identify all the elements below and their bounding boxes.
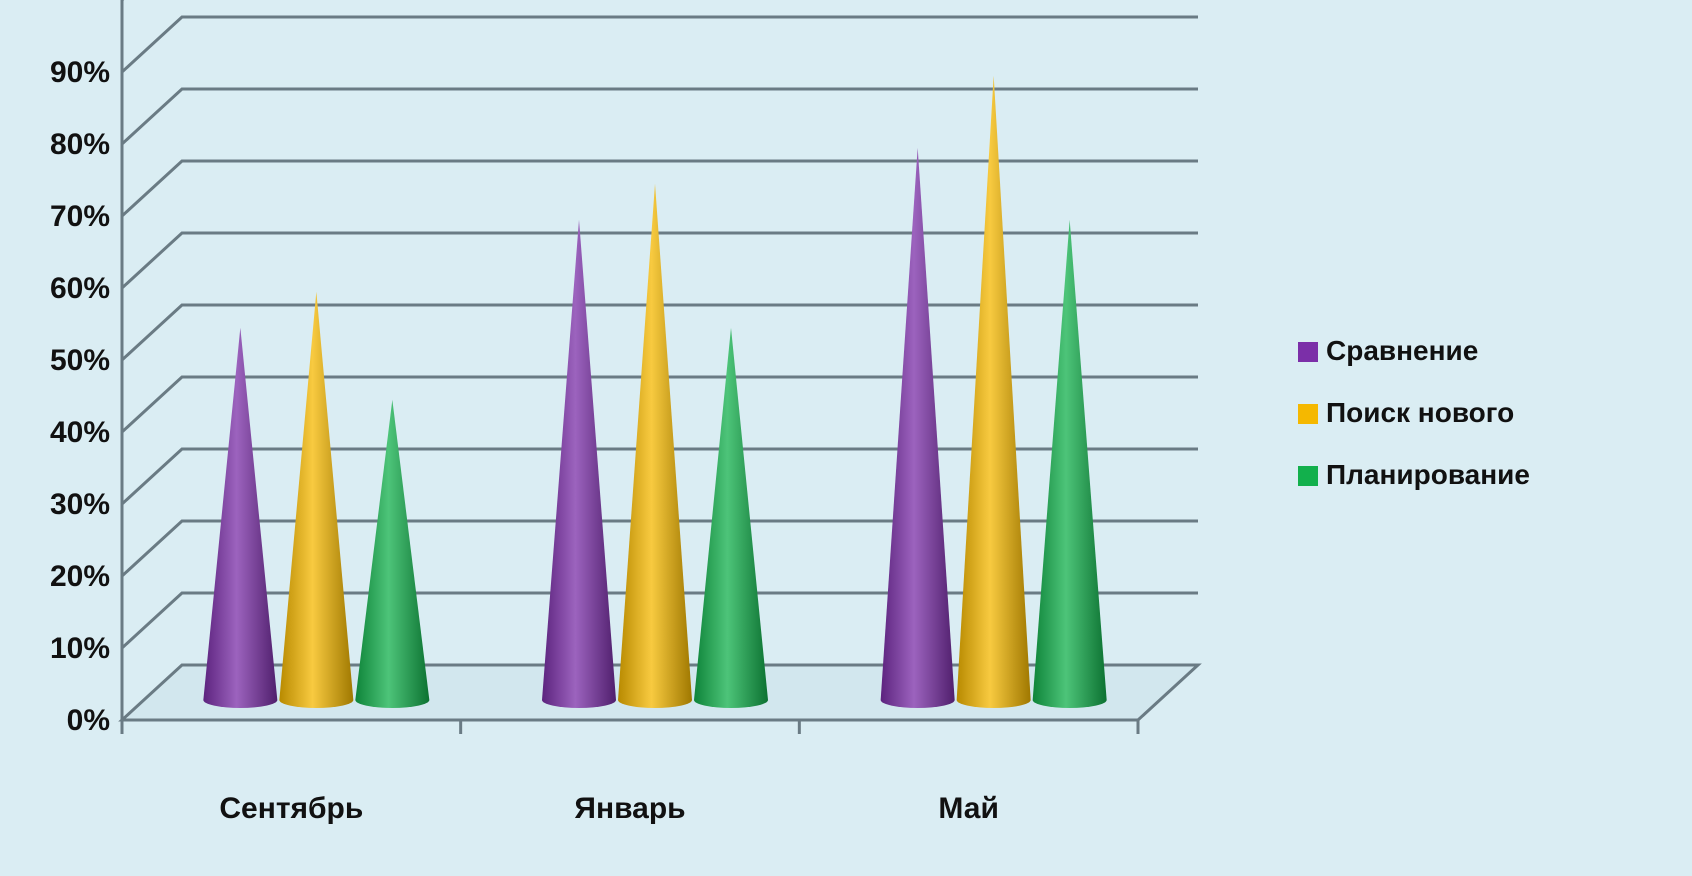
legend-swatch (1298, 342, 1318, 362)
gridline (120, 303, 1198, 362)
cone-Поиск нового (618, 183, 692, 708)
cone-body (880, 147, 955, 708)
cone-body (956, 75, 1031, 708)
cone-Планирование (694, 327, 768, 708)
y-tick-label: 80% (50, 128, 110, 161)
y-tick-label: 10% (50, 632, 110, 665)
axes: 0% 10% 20% 30% 40% 50% 60% 70% 80% 90% Сентябрь Янв… (50, 0, 1140, 825)
y-tick-label: 30% (50, 488, 110, 521)
cone-Сравнение (880, 147, 955, 708)
gridline (120, 591, 1198, 650)
legend-item: Планирование (1298, 459, 1530, 490)
gridline (120, 15, 1198, 74)
cone-Сравнение (203, 327, 278, 708)
legend-swatch (1298, 466, 1318, 486)
cone-body (203, 327, 278, 708)
gridlines (120, 0, 1198, 650)
gridline (120, 447, 1198, 506)
x-tick-label: Сентябрь (219, 792, 363, 825)
y-tick-label: 40% (50, 416, 110, 449)
cone-body (279, 291, 354, 708)
y-tick-label: 20% (50, 560, 110, 593)
x-tick-label: Январь (574, 792, 685, 825)
y-tick-label: 70% (50, 200, 110, 233)
gridline (120, 519, 1198, 578)
gridline (120, 159, 1198, 218)
cone-body (1032, 219, 1107, 708)
legend: Сравнение Поиск нового Планирование (1298, 335, 1530, 490)
legend-item: Сравнение (1298, 335, 1478, 366)
cone-body (618, 183, 692, 708)
cone-body (355, 399, 430, 708)
y-tick-label: 50% (50, 344, 110, 377)
cone-Поиск нового (279, 291, 354, 708)
gridline (120, 87, 1198, 146)
y-tick-label: 0% (67, 704, 110, 737)
cone-body (542, 219, 616, 708)
legend-label: Сравнение (1326, 335, 1478, 366)
legend-label: Поиск нового (1326, 397, 1514, 428)
y-tick-label: 90% (50, 56, 110, 89)
cone-Сравнение (542, 219, 616, 708)
cone-body (694, 327, 768, 708)
y-tick-label: 60% (50, 272, 110, 305)
cone-Поиск нового (956, 75, 1031, 708)
cone-Планирование (355, 399, 430, 708)
legend-item: Поиск нового (1298, 397, 1514, 428)
cones (203, 75, 1107, 708)
cone-Планирование (1032, 219, 1107, 708)
gridline (120, 231, 1198, 290)
legend-label: Планирование (1326, 459, 1530, 490)
gridline (120, 375, 1198, 434)
legend-swatch (1298, 404, 1318, 424)
x-tick-label: Май (938, 792, 998, 825)
